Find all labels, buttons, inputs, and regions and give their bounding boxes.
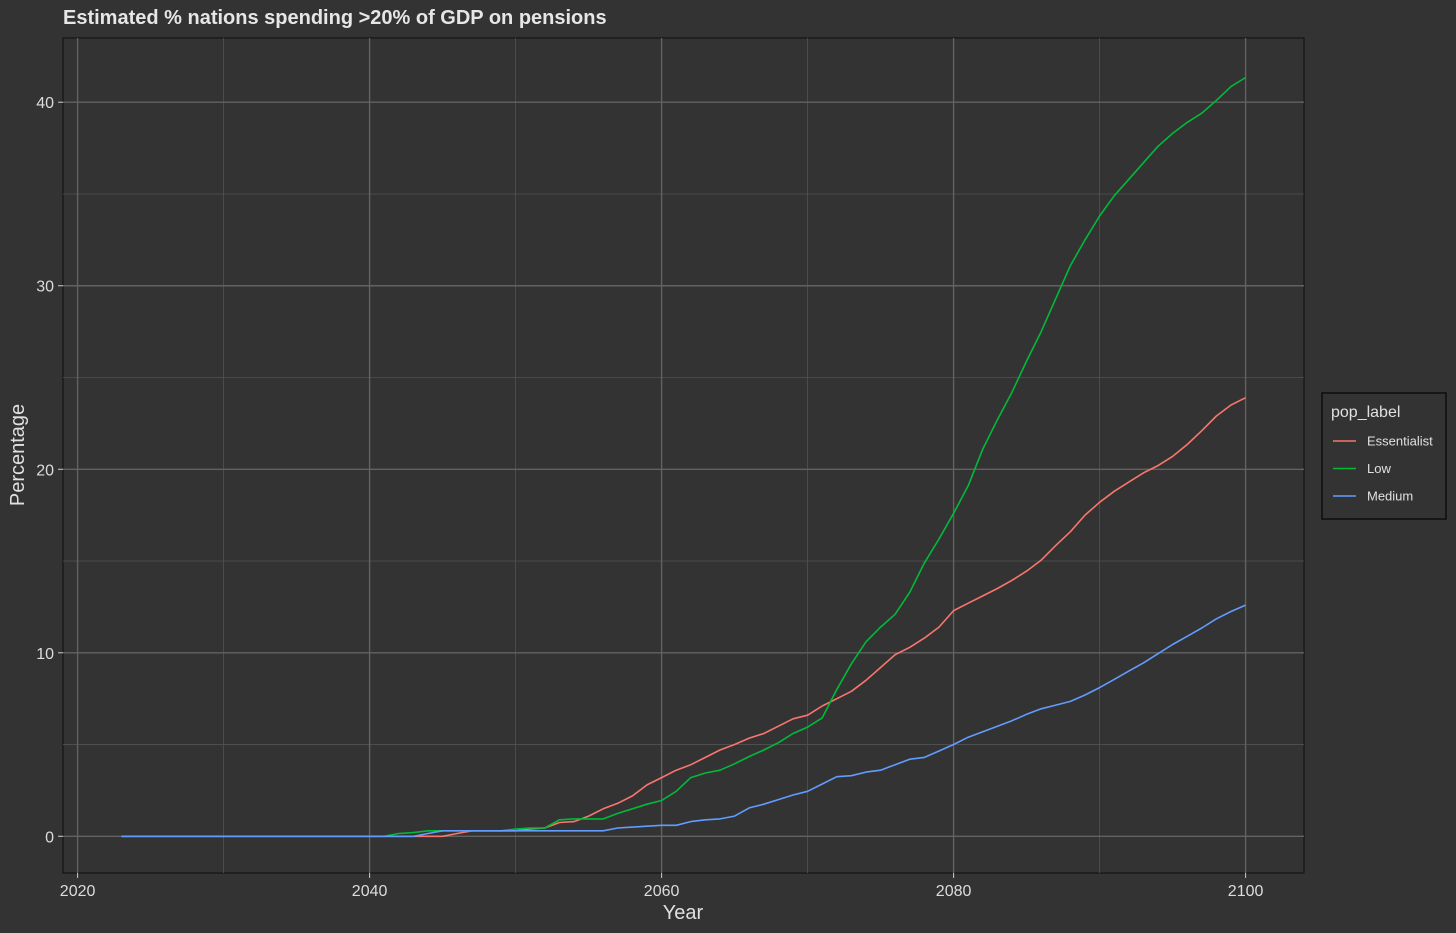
y-axis: 0 10 20 30 40 — [36, 95, 63, 846]
y-axis-title: Percentage — [7, 404, 29, 506]
series-line-essentialist — [121, 396, 1246, 838]
plot-panel — [62, 37, 1305, 874]
y-tick-label: 30 — [36, 279, 54, 296]
y-tick-label: 40 — [36, 95, 54, 112]
y-tick-label: 0 — [45, 829, 54, 846]
x-tick-label: 2100 — [1228, 883, 1264, 900]
y-tick-label: 10 — [36, 646, 54, 663]
x-tick-label: 2080 — [936, 883, 972, 900]
series-layer — [121, 76, 1247, 838]
x-tick-label: 2020 — [60, 883, 96, 900]
x-axis: 2020 2040 2060 2080 2100 — [60, 873, 1264, 900]
major-grid — [63, 38, 1304, 873]
legend-label-low: Low — [1367, 461, 1391, 476]
x-axis-title: Year — [663, 902, 704, 924]
chart-title: Estimated % nations spending >20% of GDP… — [63, 7, 607, 29]
legend-box — [1321, 392, 1447, 520]
legend: pop_label Essentialist Low Medium — [1321, 392, 1447, 520]
x-tick-label: 2040 — [352, 883, 388, 900]
x-tick-label: 2060 — [644, 883, 680, 900]
legend-items: Essentialist Low Medium — [1333, 434, 1433, 504]
series-line-low — [121, 76, 1247, 838]
legend-label-medium: Medium — [1367, 489, 1413, 504]
minor-grid — [63, 38, 1304, 873]
legend-title: pop_label — [1331, 404, 1400, 421]
series-line-medium — [121, 604, 1246, 838]
legend-label-essentialist: Essentialist — [1367, 434, 1433, 449]
y-tick-label: 20 — [36, 462, 54, 479]
